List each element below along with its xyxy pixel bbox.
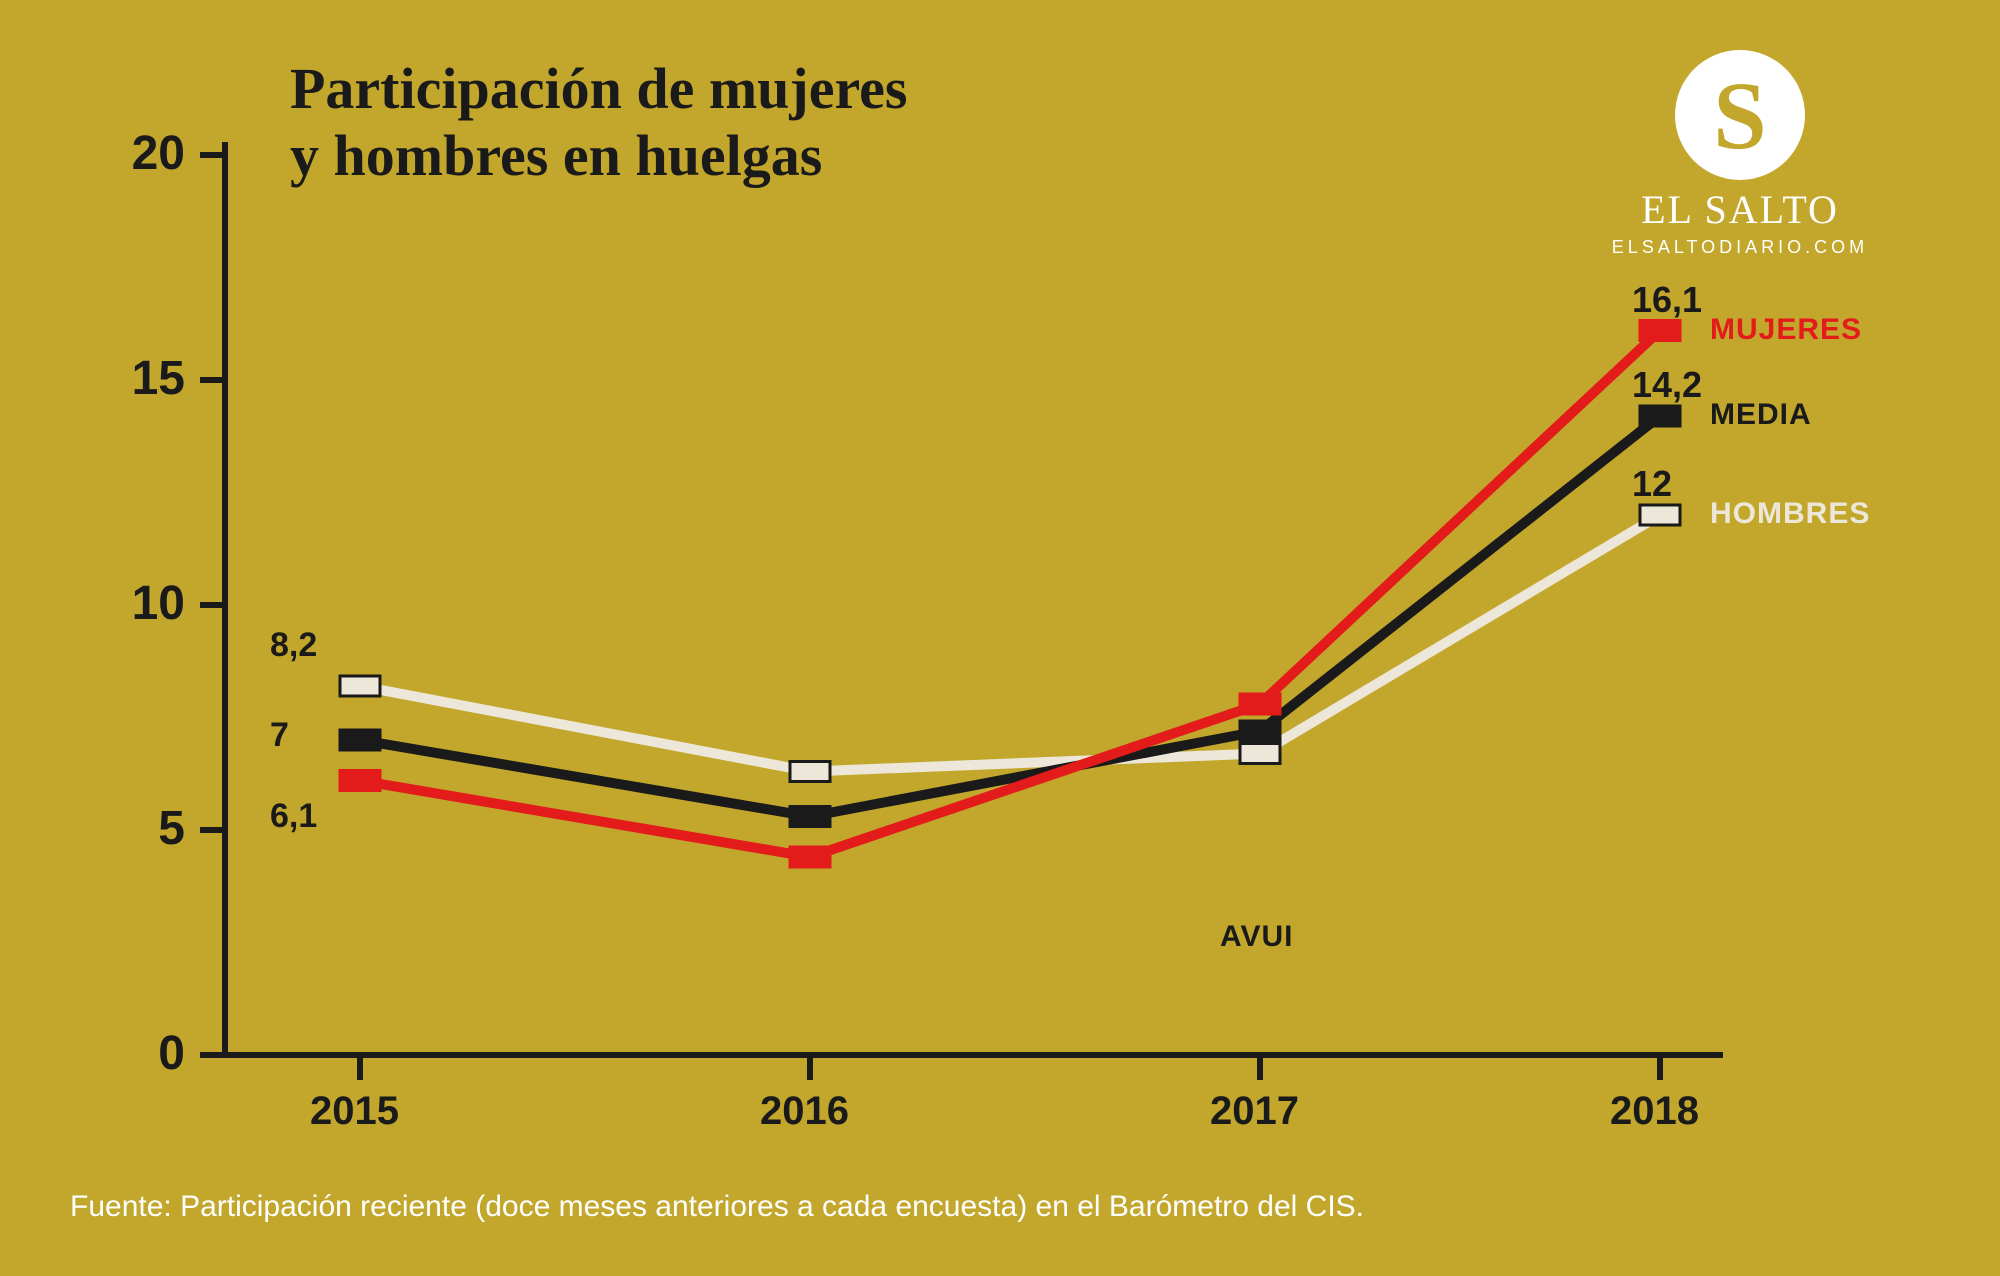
y-tick-label: 20 bbox=[132, 126, 185, 181]
series-marker-media bbox=[790, 807, 830, 827]
x-tick-label: 2016 bbox=[760, 1089, 849, 1134]
source-footer: Fuente: Participación reciente (doce mes… bbox=[70, 1190, 1364, 1224]
series-name-hombres: HOMBRES bbox=[1710, 497, 1870, 531]
series-end-value-hombres: 12 bbox=[1632, 463, 1672, 505]
y-tick-label: 10 bbox=[132, 576, 185, 631]
series-marker-mujeres bbox=[1640, 321, 1680, 341]
annotation-avui: AVUI bbox=[1220, 920, 1293, 954]
series-marker-mujeres bbox=[340, 771, 380, 791]
series-name-mujeres: MUJERES bbox=[1710, 313, 1862, 347]
series-marker-mujeres bbox=[790, 847, 830, 867]
series-marker-hombres bbox=[1240, 744, 1280, 764]
series-start-value: 6,1 bbox=[270, 797, 317, 836]
series-marker-hombres bbox=[1640, 505, 1680, 525]
series-marker-media bbox=[1640, 406, 1680, 426]
x-tick-label: 2017 bbox=[1210, 1089, 1299, 1134]
series-end-value-media: 14,2 bbox=[1632, 364, 1702, 406]
series-name-media: MEDIA bbox=[1710, 398, 1812, 432]
series-line-hombres bbox=[360, 515, 1660, 772]
series-end-value-mujeres: 16,1 bbox=[1632, 279, 1702, 321]
series-start-value: 7 bbox=[270, 716, 289, 755]
y-tick-label: 15 bbox=[132, 351, 185, 406]
series-marker-media bbox=[1240, 721, 1280, 741]
series-marker-mujeres bbox=[1240, 694, 1280, 714]
y-tick-label: 5 bbox=[158, 801, 185, 856]
series-marker-hombres bbox=[790, 762, 830, 782]
x-tick-label: 2015 bbox=[310, 1089, 399, 1134]
series-marker-hombres bbox=[340, 676, 380, 696]
series-start-value: 8,2 bbox=[270, 626, 317, 665]
y-tick-label: 0 bbox=[158, 1026, 185, 1081]
x-tick-label: 2018 bbox=[1610, 1089, 1699, 1134]
series-marker-media bbox=[340, 730, 380, 750]
series-line-media bbox=[360, 416, 1660, 817]
chart-canvas: Participación de mujeresy hombres en hue… bbox=[0, 0, 2000, 1276]
